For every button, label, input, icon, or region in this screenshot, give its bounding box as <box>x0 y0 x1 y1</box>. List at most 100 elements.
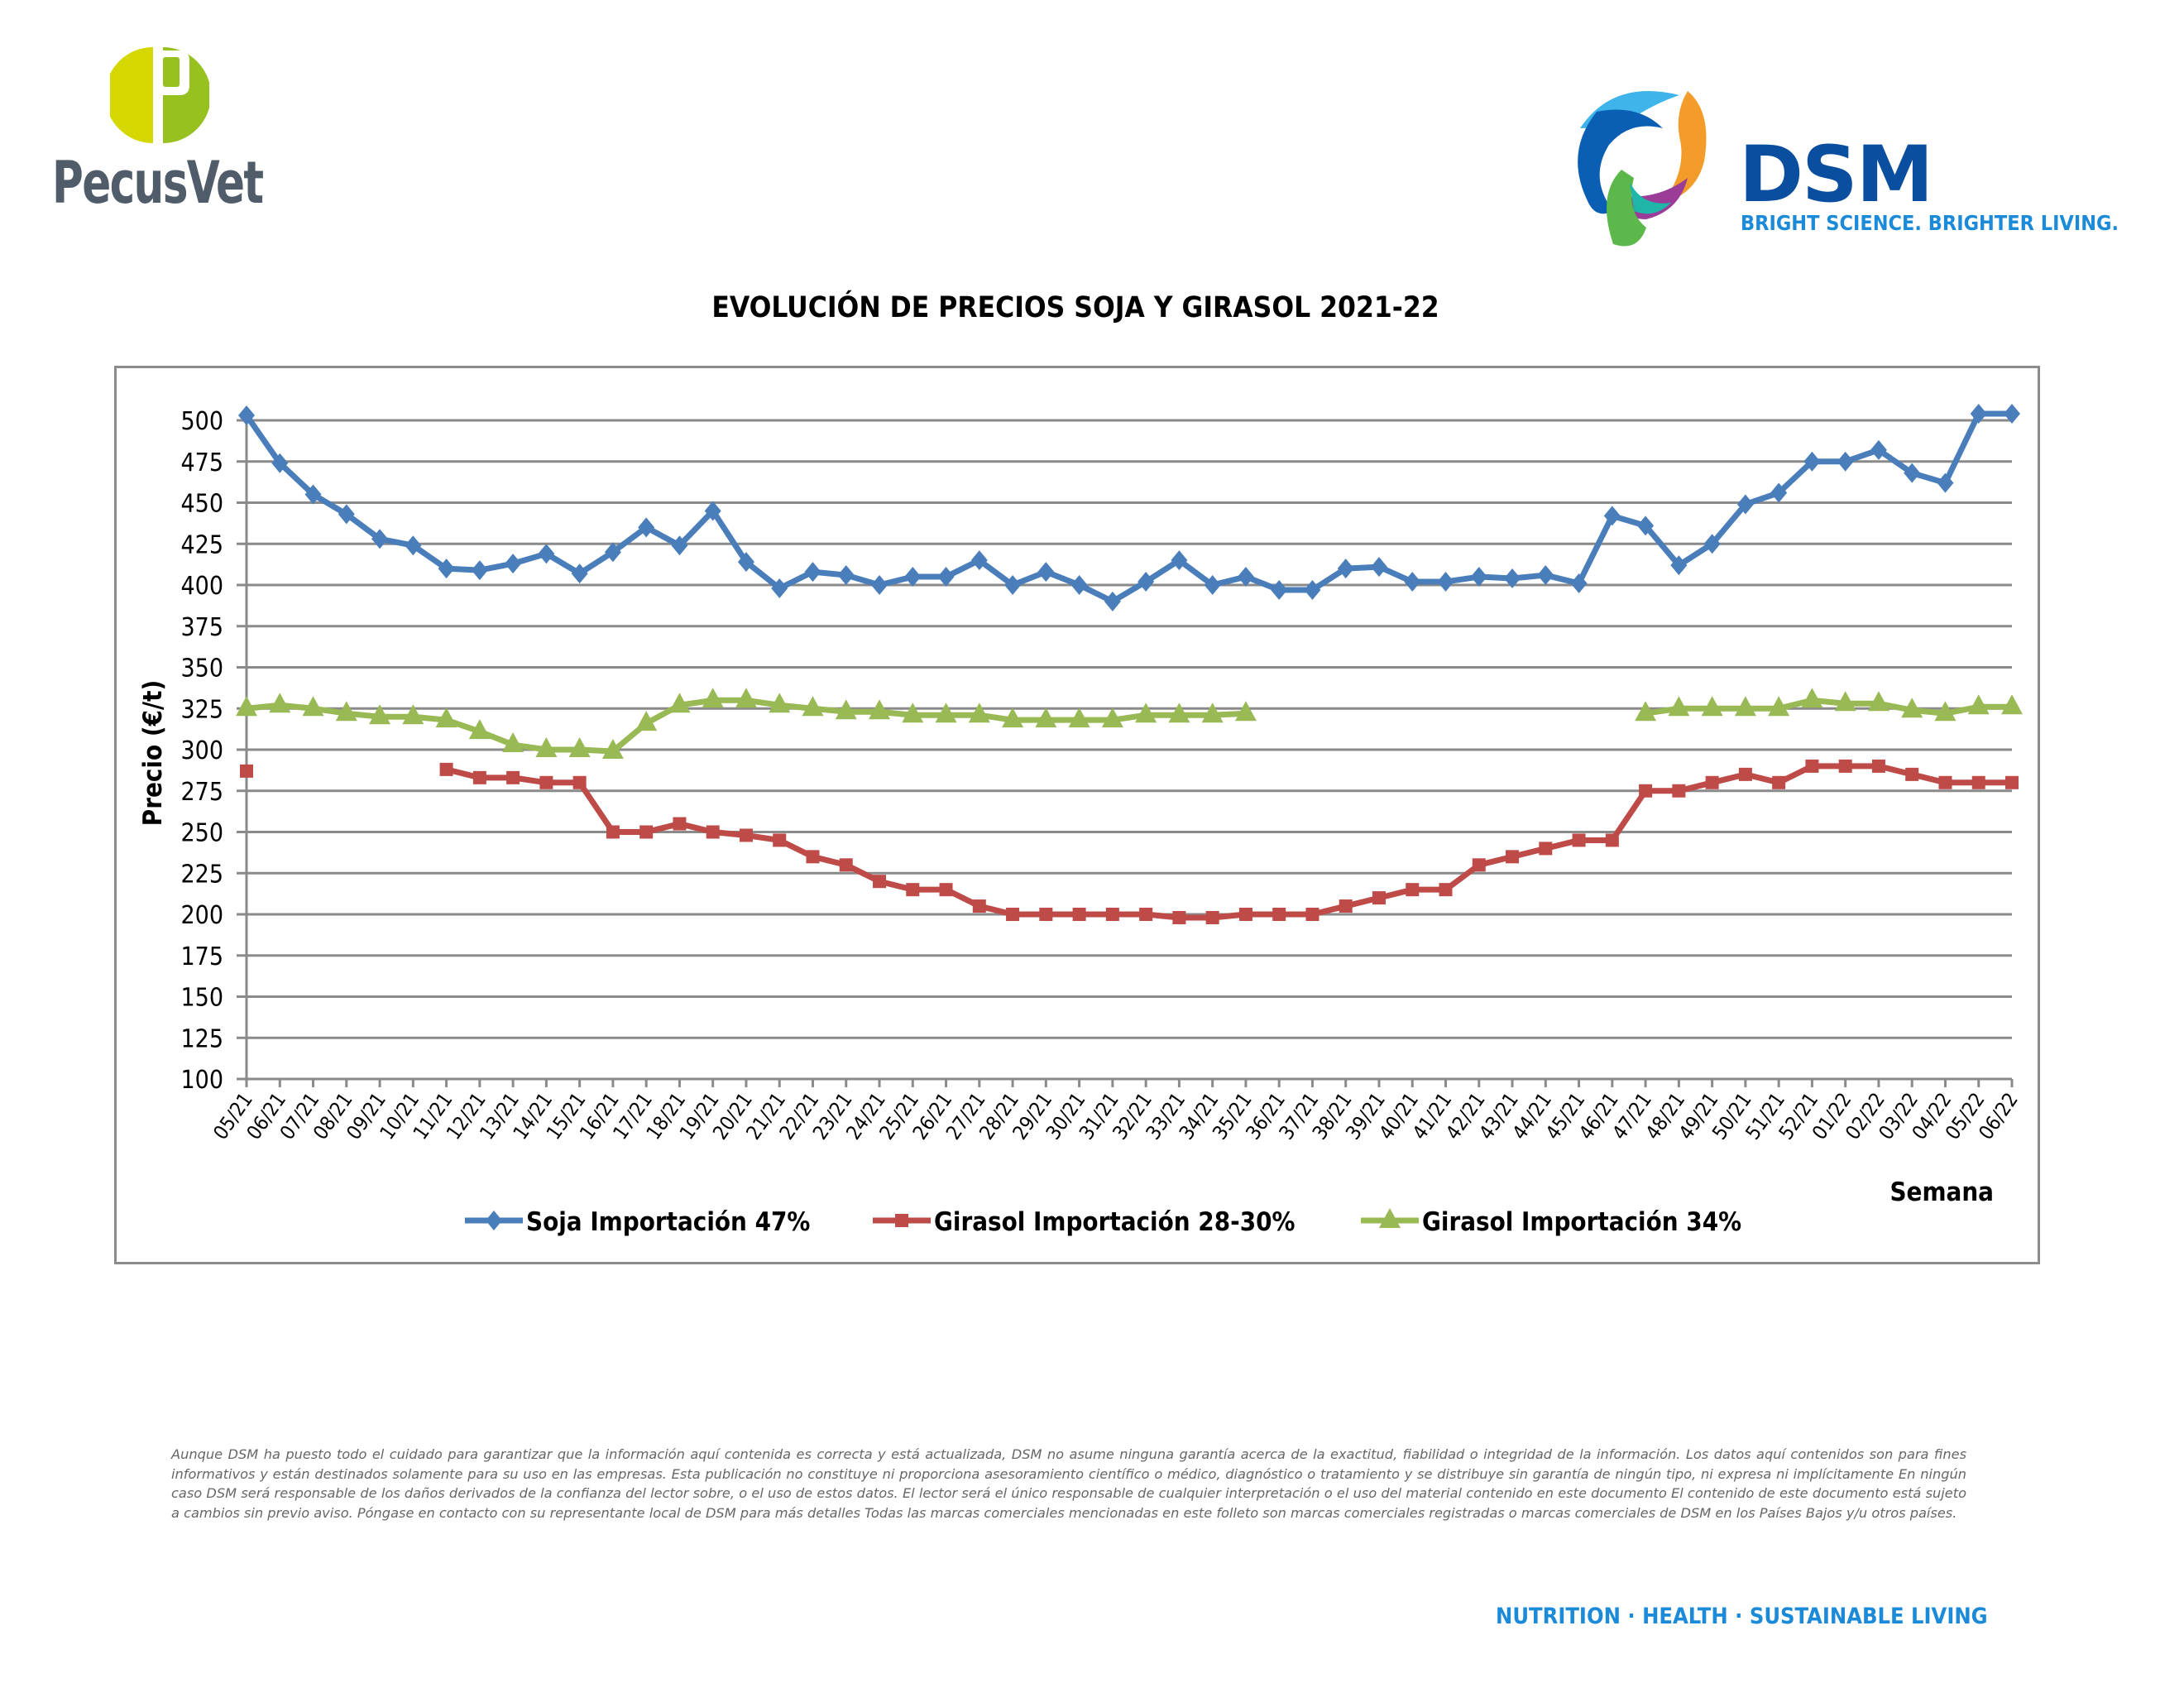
data-point <box>937 567 955 587</box>
data-point <box>639 825 654 839</box>
x-axis-label: Semana <box>1889 1177 1994 1207</box>
y-tick-label: 125 <box>180 1024 223 1053</box>
data-point <box>871 575 888 595</box>
data-point <box>1337 559 1354 579</box>
data-point <box>1339 899 1353 914</box>
data-point <box>1837 451 1854 472</box>
data-point <box>1838 759 1852 773</box>
data-point <box>468 719 491 740</box>
data-point <box>439 762 453 776</box>
data-point <box>837 565 855 586</box>
data-point <box>1272 908 1286 921</box>
data-point <box>601 738 624 759</box>
y-axis-label: Precio (€/t) <box>138 680 168 826</box>
data-point <box>1938 775 1952 789</box>
data-point <box>671 535 688 556</box>
data-point <box>902 703 924 723</box>
data-point <box>1238 908 1252 921</box>
y-tick-label: 175 <box>180 942 223 971</box>
data-point <box>435 707 457 728</box>
y-tick-labels: 100 125 150 175 200 225 250 275 300 325 350 375 400 4… <box>180 407 223 1095</box>
x-tick-labels: 05/2106/2107/2108/2109/2110/2111/2112/21… <box>208 1088 2023 1144</box>
data-point <box>1668 696 1690 717</box>
data-point <box>1603 506 1621 526</box>
data-point <box>1672 784 1686 798</box>
data-point <box>1437 572 1454 592</box>
y-tick-label: 450 <box>180 490 223 519</box>
dsm-logo: DSM BRIGHT SCIENCE. BRIGHTER LIVING. <box>1564 79 2126 261</box>
data-point <box>1234 701 1257 722</box>
data-point <box>1104 591 1121 611</box>
data-point <box>1370 557 1387 578</box>
data-point <box>1171 550 1188 571</box>
data-point <box>935 703 957 723</box>
data-point <box>1406 883 1420 897</box>
data-point <box>538 544 555 564</box>
series-1 <box>238 404 2020 611</box>
data-point <box>1971 775 1985 789</box>
legend-marker <box>1379 1208 1401 1228</box>
data-point <box>1472 858 1486 872</box>
data-point <box>970 550 988 571</box>
data-point <box>1004 575 1022 595</box>
y-tick-label: 150 <box>180 984 223 1013</box>
data-point <box>638 517 655 538</box>
data-point <box>1204 575 1221 595</box>
data-point <box>939 883 953 897</box>
data-point <box>1734 696 1756 717</box>
data-point <box>869 699 891 720</box>
data-point <box>1867 691 1889 712</box>
pecusvet-logo: PecusVet <box>46 41 294 223</box>
data-point <box>369 704 391 725</box>
y-tick-label: 350 <box>180 655 223 683</box>
data-point <box>571 563 588 584</box>
series-line <box>1645 697 2012 717</box>
data-point <box>1736 494 1754 515</box>
data-point <box>269 693 291 713</box>
dsm-wordmark: DSM <box>1739 130 1933 220</box>
pecusvet-p-icon <box>110 46 209 145</box>
legend-item: Girasol Importación 34% <box>1361 1207 1741 1237</box>
data-point <box>535 737 558 757</box>
data-point <box>1805 759 1819 773</box>
data-point <box>1404 572 1421 592</box>
data-point <box>1539 842 1553 856</box>
data-point <box>1637 516 1655 536</box>
data-point <box>338 504 355 525</box>
series-2 <box>240 759 2019 924</box>
data-point <box>1703 534 1721 554</box>
data-point <box>835 699 857 720</box>
data-point <box>1439 883 1453 897</box>
data-point <box>1205 910 1219 924</box>
data-point <box>1537 565 1554 586</box>
data-point <box>1305 908 1320 921</box>
data-point <box>1572 833 1586 847</box>
y-tick-label: 325 <box>180 695 223 724</box>
data-point <box>2001 694 2023 715</box>
legend-item: Soja Importación 47% <box>465 1207 810 1237</box>
dsm-swirl-icon <box>1578 91 1707 247</box>
data-point <box>1970 404 1987 424</box>
legend-marker <box>895 1214 908 1227</box>
data-point <box>673 817 687 831</box>
data-point <box>304 484 322 505</box>
data-point <box>802 696 824 717</box>
data-point <box>1135 703 1157 723</box>
data-point <box>236 696 257 717</box>
data-point <box>1271 579 1288 600</box>
data-point <box>668 693 691 713</box>
data-point <box>702 688 724 708</box>
data-point <box>1639 784 1653 798</box>
data-point <box>240 764 253 778</box>
data-point <box>506 770 520 784</box>
legend-label: Soja Importación 47% <box>526 1207 810 1237</box>
chart-frame <box>114 366 2040 1264</box>
y-tick-label: 275 <box>180 778 223 807</box>
data-point <box>1470 567 1487 587</box>
data-point <box>1803 451 1821 472</box>
data-point <box>704 501 721 521</box>
data-point <box>739 828 753 842</box>
y-tick-label: 425 <box>180 530 223 559</box>
data-point <box>606 825 620 839</box>
legend-marker <box>486 1211 502 1230</box>
